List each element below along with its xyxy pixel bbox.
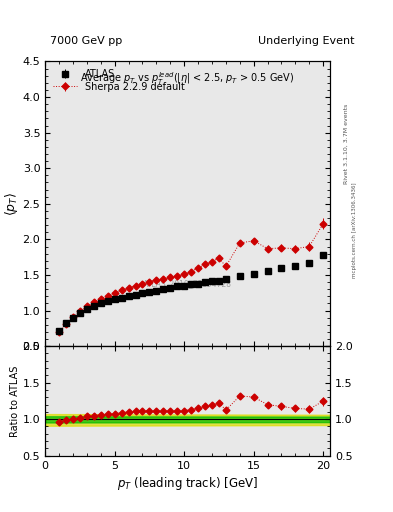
X-axis label: $p_T$ (leading track) [GeV]: $p_T$ (leading track) [GeV] (117, 475, 258, 492)
Text: ATLAS_2010_S8894728: ATLAS_2010_S8894728 (143, 279, 232, 288)
Y-axis label: Ratio to ATLAS: Ratio to ATLAS (10, 365, 20, 437)
Y-axis label: $\langle p_T \rangle$: $\langle p_T \rangle$ (3, 191, 20, 216)
Legend: ATLAS, Sherpa 2.2.9 default: ATLAS, Sherpa 2.2.9 default (50, 66, 188, 95)
Text: mcplots.cern.ch [arXiv:1306.3436]: mcplots.cern.ch [arXiv:1306.3436] (352, 183, 357, 278)
Text: 7000 GeV pp: 7000 GeV pp (50, 36, 123, 46)
Text: Rivet 3.1.10, 3.7M events: Rivet 3.1.10, 3.7M events (344, 103, 349, 183)
Text: Average $p_T$ vs $p_T^{lead}$(|$\eta$| < 2.5, $p_T$ > 0.5 GeV): Average $p_T$ vs $p_T^{lead}$(|$\eta$| <… (81, 70, 295, 87)
Text: Underlying Event: Underlying Event (258, 36, 355, 46)
